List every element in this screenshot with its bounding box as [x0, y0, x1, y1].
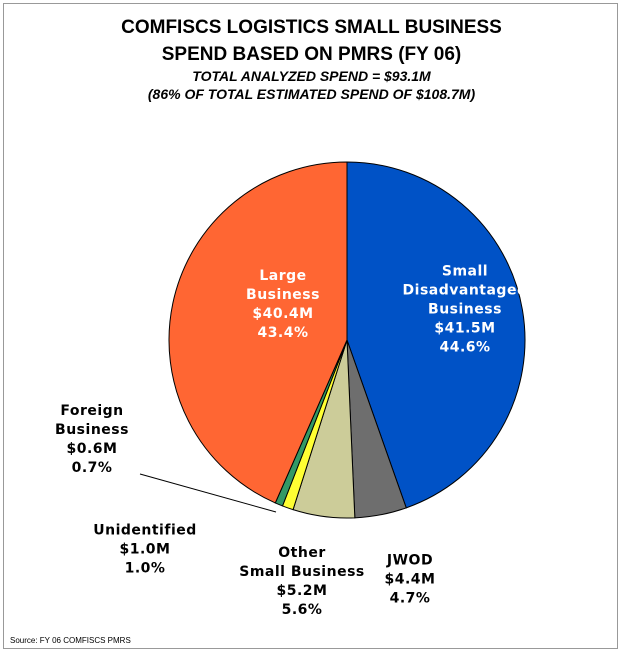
- slice-percent: 5.6%: [281, 602, 323, 618]
- slice-percent: 1.0%: [124, 560, 166, 577]
- slice-name: Large Business: [246, 268, 320, 303]
- pie-slice: [168, 161, 348, 504]
- slice-amount: $5.2M: [276, 583, 328, 599]
- slice-amount: $4.4M: [384, 571, 436, 588]
- slice-amount: $0.6M: [66, 441, 118, 457]
- slice-label: Foreign Business $0.6M 0.7%: [55, 402, 129, 478]
- slice-name: Other Small Business: [239, 545, 365, 580]
- slice-label: Large Business $40.4M 43.4%: [246, 267, 320, 343]
- slice-amount: $40.4M: [252, 306, 314, 322]
- leader-line: [139, 473, 277, 513]
- frame: [3, 3, 618, 649]
- slice-label: JWOD $4.4M 4.7%: [385, 552, 436, 609]
- chart-subtitle: TOTAL ANALYZED SPEND = $93.1M (86% OF TO…: [147, 68, 476, 102]
- slice-name: JWOD: [386, 552, 434, 569]
- slice-amount: $1.0M: [119, 541, 171, 558]
- slice-percent: 4.7%: [389, 590, 431, 607]
- slice-label: Unidentified $1.0M 1.0%: [93, 522, 197, 579]
- pie-slice: [346, 161, 526, 509]
- slice-percent: 0.7%: [71, 460, 113, 476]
- slice-label: Small Disadvantaged Business $41.5M 44.6%: [403, 263, 528, 358]
- slice-amount: $41.5M: [434, 320, 496, 337]
- slice-percent: 44.6%: [439, 339, 491, 356]
- slice-percent: 43.4%: [257, 325, 309, 341]
- source-note: Source: FY 06 COMFISCS PMRS: [10, 636, 131, 645]
- chart-title: COMFISCS LOGISTICS SMALL BUSINESS SPEND …: [121, 17, 502, 65]
- slice-name: Foreign Business: [55, 403, 129, 438]
- slice-name: Small Disadvantaged Business: [402, 263, 528, 318]
- slice-label: Other Small Business $5.2M 5.6%: [239, 544, 365, 620]
- slice-name: Unidentified: [93, 522, 197, 539]
